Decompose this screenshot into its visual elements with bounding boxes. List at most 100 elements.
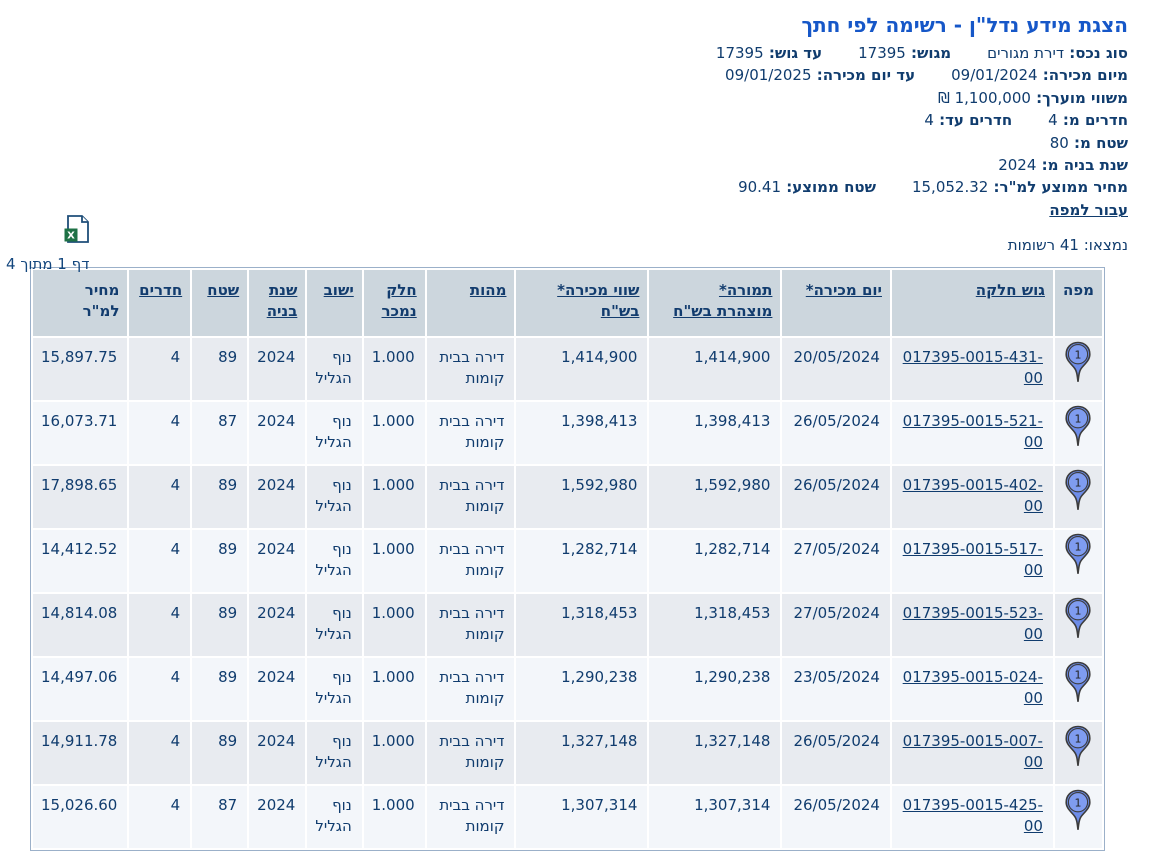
map-pin-icon[interactable]: 1 [1064, 469, 1092, 518]
criteria-from-estimated-value: משווי מוערך: 1,100,000 ₪ [938, 88, 1128, 107]
gush-cell: 017395-0015-024-00 [891, 658, 1053, 721]
goto-map-link[interactable]: עבור למפה [1049, 200, 1128, 219]
part_sold-cell: 1.000 [363, 786, 425, 849]
gush-cell: 017395-0015-425-00 [891, 786, 1053, 849]
svg-text:1: 1 [1075, 477, 1082, 490]
svg-text:1: 1 [1075, 349, 1082, 362]
gush-cell: 017395-0015-523-00 [891, 594, 1053, 657]
map-pin-icon[interactable]: 1 [1064, 789, 1092, 838]
col-header-sale_value[interactable]: שווי מכירה* בש"ח [516, 270, 648, 337]
price_sqm-cell: 16,073.71 [33, 402, 128, 465]
gush-cell: 017395-0015-007-00 [891, 722, 1053, 785]
part_sold-cell: 1.000 [363, 722, 425, 785]
col-header-area[interactable]: שטח [192, 270, 248, 337]
year_built-cell: 2024 [249, 530, 306, 593]
map-pin-icon[interactable]: 1 [1064, 405, 1092, 454]
table-header-row: מפה גוש חלקה יום מכירה* תמורה* מוצהרת בש"ח שו… [33, 270, 1102, 337]
rooms-cell: 4 [129, 466, 191, 529]
col-header-rooms[interactable]: חדרים [129, 270, 191, 337]
criteria-from-sale-date: מיום מכירה: 09/01/2024 [951, 66, 1128, 85]
map-cell: 1 [1054, 786, 1102, 849]
map-pin-icon[interactable]: 1 [1064, 661, 1092, 710]
col-header-declared[interactable]: תמורה* מוצהרת בש"ח [649, 270, 781, 337]
price_sqm-cell: 15,897.75 [33, 338, 128, 401]
criteria-rooms-from: חדרים מ: 4 [1048, 111, 1128, 130]
table-row: 1 017395-0015-007-00 26/05/2024 1,327,148 1,… [33, 722, 1102, 785]
year_built-cell: 2024 [249, 594, 306, 657]
svg-text:X: X [67, 231, 75, 242]
price_sqm-cell: 14,911.78 [33, 722, 128, 785]
map-cell: 1 [1054, 530, 1102, 593]
city-cell: נוף הגליל [307, 466, 362, 529]
criteria-avg-area: שטח ממוצע: 90.41 [738, 178, 876, 197]
svg-text:1: 1 [1075, 669, 1082, 682]
area-cell: 89 [192, 530, 248, 593]
rooms-cell: 4 [129, 338, 191, 401]
map-cell: 1 [1054, 466, 1102, 529]
col-header-sale_date[interactable]: יום מכירה* [782, 270, 890, 337]
gush-parcel-link[interactable]: 017395-0015-007-00 [902, 732, 1043, 772]
criteria-to-gush: עד גוש: 17395 [715, 44, 823, 62]
rooms-cell: 4 [129, 594, 191, 657]
criteria-avg-price-sqm: מחיר ממוצע למ"ר: 15,052.32 [911, 178, 1128, 197]
col-header-city[interactable]: ישוב [307, 270, 362, 337]
gush-parcel-link[interactable]: 017395-0015-431-00 [902, 348, 1043, 388]
criteria-asset-type: סוג נכס: דירת מגורים [987, 44, 1128, 62]
area-cell: 87 [192, 786, 248, 849]
essence-cell: דירה בבית קומות [426, 594, 515, 657]
map-pin-icon[interactable]: 1 [1064, 725, 1092, 774]
gush-parcel-link[interactable]: 017395-0015-517-00 [902, 540, 1043, 580]
rooms-cell: 4 [129, 402, 191, 465]
criteria-area-from: שטח מ: 80 [1049, 133, 1128, 152]
svg-text:1: 1 [1075, 413, 1082, 426]
year_built-cell: 2024 [249, 466, 306, 529]
col-header-gush[interactable]: גוש חלקה [891, 270, 1053, 337]
map-pin-icon[interactable]: 1 [1064, 341, 1092, 390]
part_sold-cell: 1.000 [363, 402, 425, 465]
sale_date-cell: 27/05/2024 [782, 530, 890, 593]
table-row: 1 017395-0015-024-00 23/05/2024 1,290,238 1,… [33, 658, 1102, 721]
table-row: 1 017395-0015-402-00 26/05/2024 1,592,980 1,… [33, 466, 1102, 529]
gush-parcel-link[interactable]: 017395-0015-402-00 [902, 476, 1043, 516]
sale_value-cell: 1,592,980 [516, 466, 648, 529]
gush-cell: 017395-0015-517-00 [891, 530, 1053, 593]
col-header-part_sold[interactable]: חלק נמכר [363, 270, 425, 337]
gush-parcel-link[interactable]: 017395-0015-024-00 [902, 668, 1043, 708]
col-header-year_built[interactable]: שנת בניה [249, 270, 306, 337]
results-count: נמצאו: 41 רשומות [1007, 236, 1128, 255]
map-cell: 1 [1054, 338, 1102, 401]
sale_value-cell: 1,290,238 [516, 658, 648, 721]
map-cell: 1 [1054, 594, 1102, 657]
col-header-price_sqm: מחיר למ"ר [33, 270, 128, 337]
table-row: 1 017395-0015-523-00 27/05/2024 1,318,453 1,… [33, 594, 1102, 657]
price_sqm-cell: 14,814.08 [33, 594, 128, 657]
city-cell: נוף הגליל [307, 338, 362, 401]
gush-parcel-link[interactable]: 017395-0015-425-00 [902, 796, 1043, 836]
rooms-cell: 4 [129, 786, 191, 849]
essence-cell: דירה בבית קומות [426, 466, 515, 529]
sale_value-cell: 1,398,413 [516, 402, 648, 465]
map-cell: 1 [1054, 722, 1102, 785]
excel-export-icon[interactable]: X [64, 215, 90, 243]
page-title: הצגת מידע נדל"ן - רשימה לפי חתך [801, 13, 1128, 37]
price_sqm-cell: 17,898.65 [33, 466, 128, 529]
sale_value-cell: 1,414,900 [516, 338, 648, 401]
col-header-essence[interactable]: מהות [426, 270, 515, 337]
svg-text:1: 1 [1075, 541, 1082, 554]
table-row: 1 017395-0015-431-00 20/05/2024 1,414,900 1,… [33, 338, 1102, 401]
gush-parcel-link[interactable]: 017395-0015-521-00 [902, 412, 1043, 452]
gush-parcel-link[interactable]: 017395-0015-523-00 [902, 604, 1043, 644]
sale_value-cell: 1,282,714 [516, 530, 648, 593]
year_built-cell: 2024 [249, 338, 306, 401]
sale_date-cell: 27/05/2024 [782, 594, 890, 657]
svg-text:1: 1 [1075, 797, 1082, 810]
map-pin-icon[interactable]: 1 [1064, 533, 1092, 582]
declared-cell: 1,327,148 [649, 722, 781, 785]
part_sold-cell: 1.000 [363, 594, 425, 657]
sale_value-cell: 1,318,453 [516, 594, 648, 657]
rooms-cell: 4 [129, 658, 191, 721]
map-pin-icon[interactable]: 1 [1064, 597, 1092, 646]
pagination-label: דף 1 מתוך 4 [6, 255, 90, 273]
declared-cell: 1,307,314 [649, 786, 781, 849]
